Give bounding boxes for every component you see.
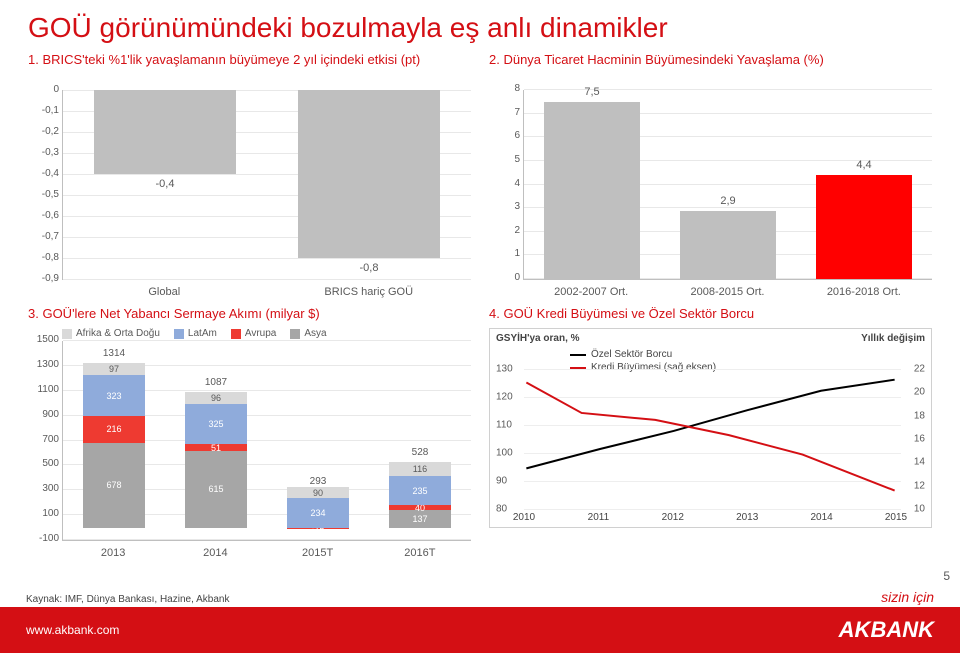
page-number: 5 (943, 569, 950, 583)
chart2: 0123456787,52,94,4 (523, 90, 932, 280)
footer-bar: www.akbank.com AKBANK (0, 607, 960, 653)
chart3-xlabels: 201320142015T2016T (62, 547, 471, 559)
chart2-subtitle: 2. Dünya Ticaret Hacminin Büyümesindeki … (489, 52, 932, 86)
tagline: sizin için (881, 589, 934, 605)
footer-url: www.akbank.com (26, 623, 119, 637)
footer-logo: AKBANK (839, 617, 934, 643)
chart1: 0-0,1-0,2-0,3-0,4-0,5-0,6-0,7-0,8-0,9-0,… (62, 90, 471, 280)
chart3: -100100300500700900110013001500678216323… (62, 341, 471, 541)
page-title: GOÜ görünümündeki bozulmayla eş anlı din… (28, 12, 932, 44)
chart1-subtitle: 1. BRICS'teki %1'lik yavaşlamanın büyüme… (28, 52, 471, 86)
chart4: GSYİH'ya oran, %Yıllık değişimÖzel Sektö… (489, 328, 932, 528)
chart2-xlabels: 2002-2007 Ort.2008-2015 Ort.2016-2018 Or… (523, 286, 932, 298)
source-text: Kaynak: IMF, Dünya Bankası, Hazine, Akba… (26, 594, 229, 605)
chart3-subtitle: 3. GOÜ'lere Net Yabancı Sermaye Akımı (m… (28, 306, 471, 324)
chart1-xlabels: GlobalBRICS hariç GOÜ (62, 286, 471, 298)
chart3-legend: Afrika & Orta DoğuLatAmAvrupaAsya (62, 328, 471, 339)
chart4-subtitle: 4. GOÜ Kredi Büyümesi ve Özel Sektör Bor… (489, 306, 932, 324)
